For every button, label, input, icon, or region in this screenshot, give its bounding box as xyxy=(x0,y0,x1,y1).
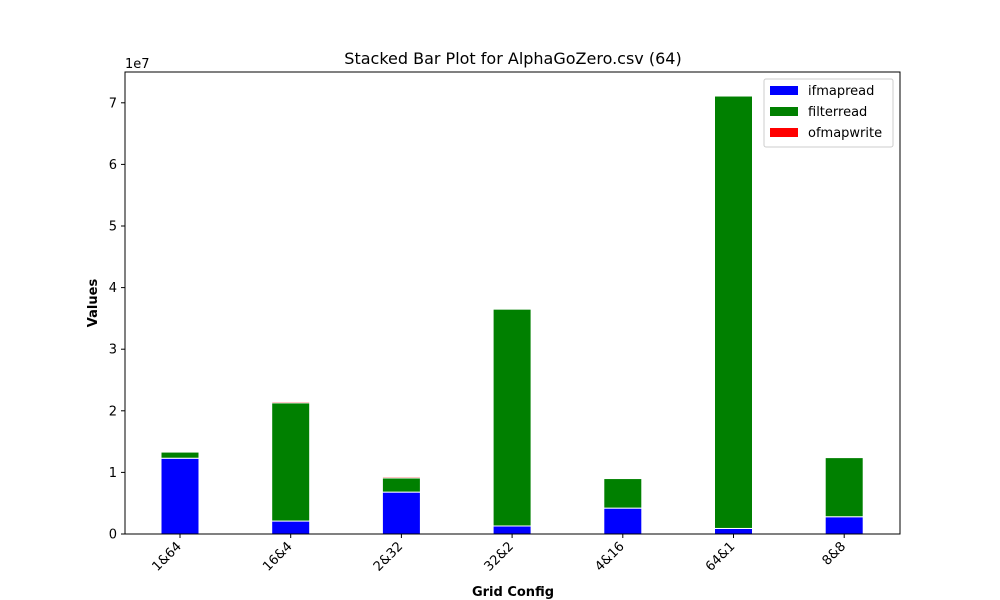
legend-swatch-ofmapwrite xyxy=(770,128,798,137)
y-scale-label: 1e7 xyxy=(125,57,150,72)
y-axis-label: Values xyxy=(86,279,101,328)
legend-label-filterread: filterread xyxy=(808,105,867,120)
bar-ifmapread-1 xyxy=(271,520,311,535)
y-tick-label: 4 xyxy=(109,281,117,296)
y-tick-label: 5 xyxy=(109,220,117,235)
bar-ifmapread-5 xyxy=(714,527,753,535)
x-tick-label: 64&1 xyxy=(703,539,738,574)
y-tick-label: 3 xyxy=(109,343,117,358)
bar-filterread-4 xyxy=(603,478,643,509)
x-tick-label: 8&8 xyxy=(820,539,849,568)
y-tick-label: 0 xyxy=(109,528,117,543)
y-tick-label: 1 xyxy=(109,466,117,481)
bar-ifmapread-3 xyxy=(492,525,532,535)
bar-filterread-1 xyxy=(271,402,311,522)
x-tick-label: 4&16 xyxy=(592,539,627,574)
y-axis: 0 1 2 3 4 5 6 7 xyxy=(109,96,125,543)
x-tick-label: 1&64 xyxy=(150,539,185,574)
legend-swatch-filterread xyxy=(770,107,798,116)
bar-filterread-2 xyxy=(381,477,421,493)
y-tick-label: 7 xyxy=(109,96,117,111)
legend-label-ofmapwrite: ofmapwrite xyxy=(808,126,882,141)
y-tick-label: 6 xyxy=(109,158,117,173)
bar-filterread-3 xyxy=(492,308,532,527)
x-tick-label: 32&2 xyxy=(482,539,517,574)
legend-label-ifmapread: ifmapread xyxy=(808,84,874,99)
y-tick-label: 2 xyxy=(109,404,117,419)
bar-ofmapwrite-1 xyxy=(271,401,311,404)
bar-ifmapread-2 xyxy=(381,491,421,535)
x-tick-label: 2&32 xyxy=(371,539,406,574)
legend: ifmapread filterread ofmapwrite xyxy=(763,78,894,148)
chart-title: Stacked Bar Plot for AlphaGoZero.csv (64… xyxy=(344,49,681,68)
bar-ifmapread-4 xyxy=(603,507,643,535)
legend-swatch-ifmapread xyxy=(770,86,798,95)
bar-ifmapread-0 xyxy=(160,457,200,535)
bar-filterread-0 xyxy=(160,451,200,459)
x-axis-label: Grid Config xyxy=(472,585,554,600)
bar-filterread-6 xyxy=(824,457,864,518)
bar-filterread-5 xyxy=(714,95,753,529)
bar-ofmapwrite-2 xyxy=(381,476,421,479)
bars-group xyxy=(160,95,864,535)
bar-ifmapread-6 xyxy=(824,516,864,535)
x-axis: 1&64 16&4 2&32 32&2 4&16 64&1 8&8 xyxy=(150,534,849,575)
x-tick-label: 16&4 xyxy=(260,539,295,574)
